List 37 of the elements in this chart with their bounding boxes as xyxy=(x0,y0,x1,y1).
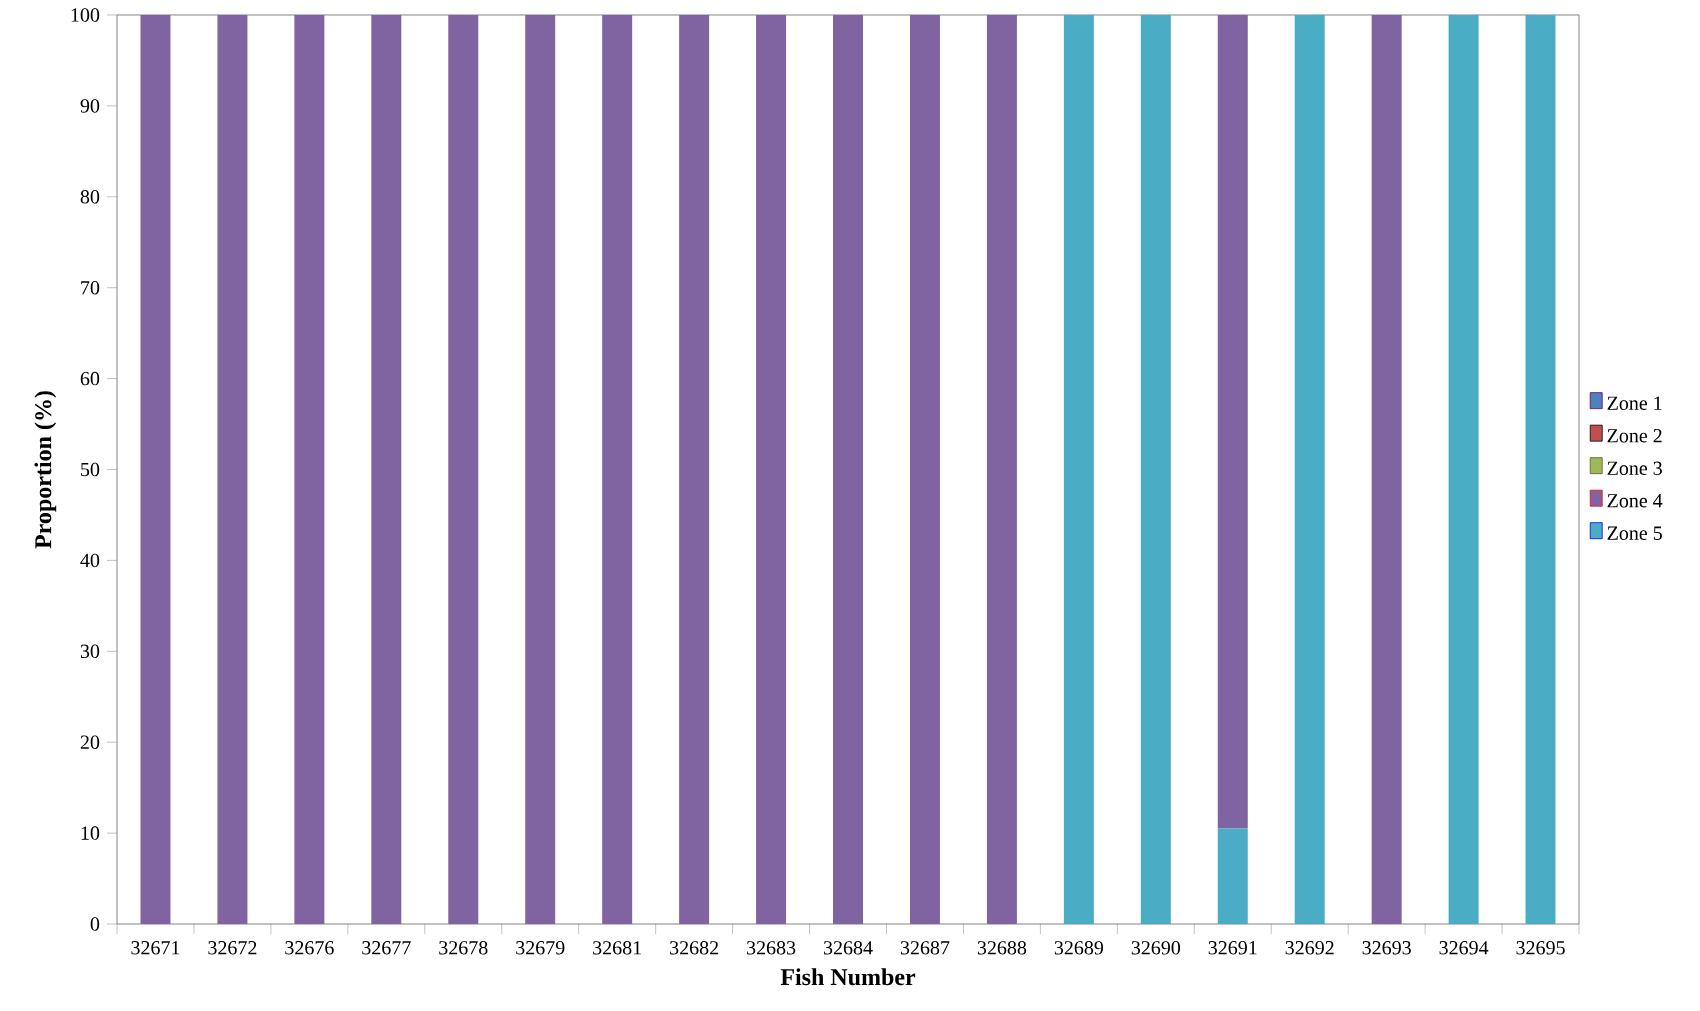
x-tick-label: 32691 xyxy=(1208,941,1257,955)
y-tick-label: 10 xyxy=(81,826,100,840)
x-tick-label: 32678 xyxy=(439,941,488,955)
x-tick-label: 32679 xyxy=(516,941,565,955)
legend-label: Zone 1 xyxy=(1607,396,1662,410)
x-tick-label: 32677 xyxy=(362,941,411,955)
y-tick-label: 90 xyxy=(80,99,100,113)
x-tick-label: 32688 xyxy=(977,941,1027,955)
y-tick-label: 80 xyxy=(80,190,100,204)
x-tick-label: 32671 xyxy=(131,941,180,955)
y-tick-label: 30 xyxy=(80,644,100,659)
x-tick-label: 32682 xyxy=(670,941,719,955)
x-tick-label: 32684 xyxy=(823,941,873,955)
legend-label: Zone 3 xyxy=(1607,461,1662,475)
x-tick-label: 32672 xyxy=(208,941,257,955)
x-tick-label: 32681 xyxy=(593,941,641,955)
y-tick-label: 40 xyxy=(80,553,100,568)
y-tick-label: 70 xyxy=(81,280,100,295)
legend-label: Zone 2 xyxy=(1607,429,1662,443)
legend-label: Zone 4 xyxy=(1607,494,1663,508)
y-tick-label: 50 xyxy=(81,462,100,477)
x-tick-label: 32694 xyxy=(1439,941,1489,955)
y-axis-title: Proportion (%) xyxy=(34,391,57,549)
x-tick-label: 32692 xyxy=(1285,941,1334,955)
x-tick-label: 32689 xyxy=(1054,941,1104,955)
x-tick-label: 32695 xyxy=(1516,941,1565,955)
x-tick-label: 32693 xyxy=(1362,941,1411,955)
y-tick-label: 0 xyxy=(90,917,100,931)
y-tick-label: 60 xyxy=(80,371,100,386)
x-tick-label: 32683 xyxy=(747,941,796,955)
x-tick-label: 32676 xyxy=(285,941,334,955)
legend-label: Zone 5 xyxy=(1607,526,1662,540)
y-tick-label: 20 xyxy=(80,735,100,749)
y-tick-label: 100 xyxy=(71,8,100,22)
x-tick-label: 32687 xyxy=(900,941,950,955)
x-tick-label: 32690 xyxy=(1131,941,1181,955)
x-axis-title: Fish Number xyxy=(780,968,916,986)
